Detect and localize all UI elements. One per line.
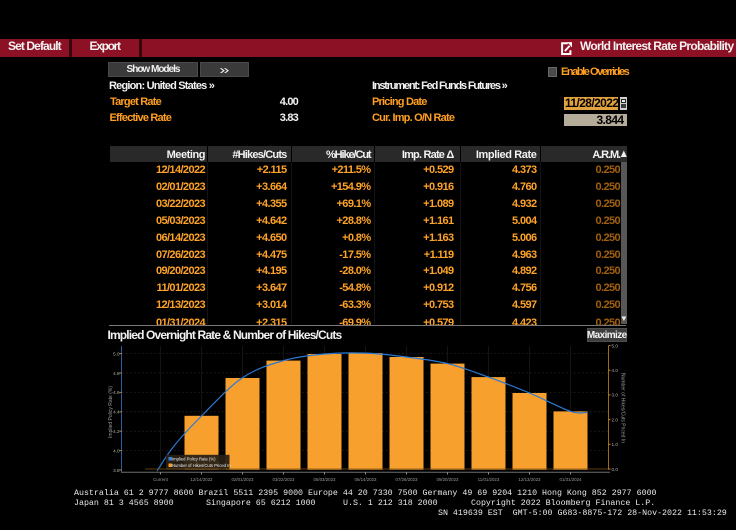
svg-text:Implied Policy Rate (%): Implied Policy Rate (%) [108, 386, 114, 438]
svg-text:07/26/2023: 07/26/2023 [396, 477, 419, 482]
svg-text:3.8: 3.8 [113, 468, 120, 473]
svg-text:12/13/2023: 12/13/2023 [519, 477, 542, 482]
svg-text:4.8: 4.8 [113, 371, 120, 376]
svg-text:Implied Policy Rate (%): Implied Policy Rate (%) [172, 457, 216, 462]
svg-text:Number of Hikes/Cuts Priced In: Number of Hikes/Cuts Priced In [172, 463, 231, 468]
svg-text:4.0: 4.0 [612, 368, 619, 373]
svg-text:12/14/2022: 12/14/2022 [191, 477, 214, 482]
svg-text:3.0: 3.0 [612, 393, 619, 398]
svg-text:11/01/2023: 11/01/2023 [478, 477, 500, 482]
svg-text:5.0: 5.0 [612, 343, 619, 348]
svg-text:5.0: 5.0 [113, 351, 120, 356]
svg-text:01/31/2024: 01/31/2024 [560, 477, 583, 482]
svg-text:03/22/2023: 03/22/2023 [273, 477, 296, 482]
svg-text:1.0: 1.0 [612, 442, 619, 447]
svg-text:Current: Current [153, 477, 168, 482]
svg-text:06/14/2023: 06/14/2023 [355, 477, 378, 482]
svg-text:Number of Hikes/Cuts Priced In: Number of Hikes/Cuts Priced In [620, 373, 626, 443]
svg-text:0.0: 0.0 [612, 467, 619, 472]
svg-text:4.4: 4.4 [113, 410, 120, 415]
svg-text:4.2: 4.2 [113, 429, 120, 434]
svg-text:05/03/2023: 05/03/2023 [314, 477, 337, 482]
svg-text:2.0: 2.0 [612, 417, 619, 422]
svg-text:4.0: 4.0 [113, 448, 120, 453]
svg-text:4.6: 4.6 [113, 390, 120, 395]
svg-text:02/01/2023: 02/01/2023 [232, 477, 255, 482]
svg-text:09/20/2023: 09/20/2023 [437, 477, 460, 482]
